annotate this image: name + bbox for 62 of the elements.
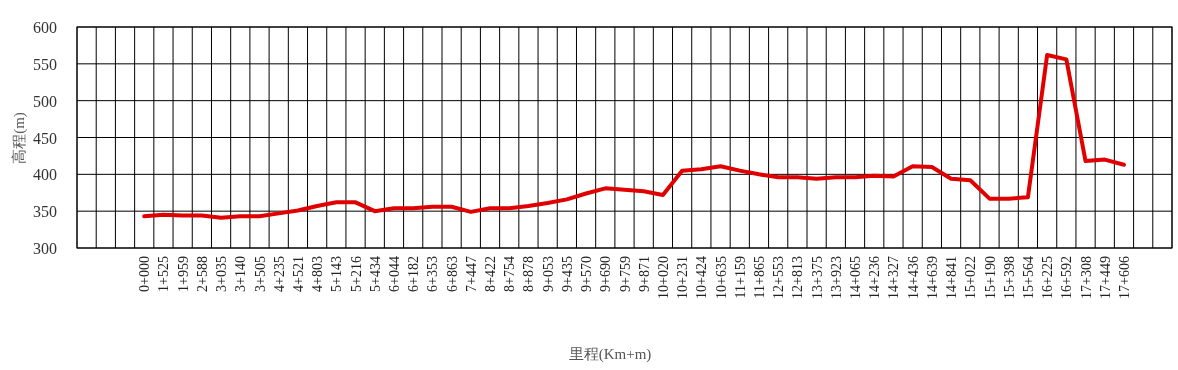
x-tick-label: 15+190 (982, 256, 998, 299)
x-tick-label: 17+308 (1078, 256, 1094, 299)
x-tick-label: 6+863 (444, 256, 460, 292)
x-tick-label: 13+923 (828, 256, 844, 299)
x-tick-label: 0+000 (137, 256, 153, 292)
x-tick-label: 5+216 (348, 256, 364, 292)
x-tick-label: 4+521 (290, 256, 306, 292)
x-tick-label: 3+140 (233, 256, 249, 292)
x-tick-label: 4+803 (310, 256, 326, 292)
x-tick-label: 10+231 (675, 256, 691, 299)
x-tick-label: 14+327 (886, 256, 902, 299)
x-tick-label: 5+143 (329, 256, 345, 292)
x-tick-label: 4+235 (271, 256, 287, 292)
x-tick-label: 8+422 (483, 256, 499, 292)
x-tick-label: 9+759 (617, 256, 633, 292)
x-axis-title: 里程(Km+m) (568, 346, 652, 363)
y-tick-label: 450 (33, 129, 57, 147)
x-tick-label: 3+035 (214, 256, 230, 292)
x-tick-label: 10+635 (713, 256, 729, 299)
x-tick-label: 14+436 (905, 256, 921, 299)
x-tick-label: 6+044 (386, 256, 402, 292)
line-series (142, 52, 1126, 220)
x-tick-label: 14+639 (924, 256, 940, 299)
x-tick-label: 12+553 (771, 256, 787, 299)
x-tick-label: 7+447 (463, 256, 479, 292)
x-tick-label: 1+959 (175, 256, 191, 292)
x-tick-label: 9+871 (636, 256, 652, 292)
x-tick-label: 2+588 (194, 256, 210, 292)
x-tick-label: 16+225 (1040, 256, 1056, 299)
x-tick-label: 9+690 (598, 256, 614, 292)
x-tick-label: 3+505 (252, 256, 268, 292)
y-axis-title: 高程(m) (11, 112, 28, 164)
y-tick-label: 600 (33, 19, 57, 36)
x-tick-label: 12+813 (790, 256, 806, 299)
x-tick-label: 9+435 (559, 256, 575, 292)
x-tick-label: 16+592 (1059, 256, 1075, 299)
x-tick-label: 9+570 (579, 256, 595, 292)
x-tick-label: 17+449 (1097, 256, 1113, 299)
y-tick-label: 300 (33, 240, 57, 257)
x-tick-label: 17+606 (1116, 256, 1132, 299)
x-tick-label: 14+065 (848, 256, 864, 299)
x-tick-label: 6+182 (406, 256, 422, 292)
x-tick-label: 5+434 (367, 256, 383, 292)
x-tick-label: 11+865 (751, 256, 767, 299)
x-tick-label: 10+020 (655, 256, 671, 299)
x-tick-label: 8+878 (521, 256, 537, 292)
y-tick-label: 550 (33, 55, 57, 73)
x-tick-label: 15+398 (1001, 256, 1017, 299)
y-tick-label: 500 (33, 92, 57, 110)
x-tick-label: 8+754 (502, 256, 518, 292)
x-tick-label: 14+841 (944, 256, 960, 299)
x-tick-label: 1+525 (156, 256, 172, 292)
x-tick-label: 14+236 (867, 256, 883, 299)
y-tick-label: 400 (33, 166, 57, 184)
y-tick-label: 350 (33, 203, 57, 221)
x-tick-label: 15+564 (1020, 256, 1036, 299)
x-tick-label: 10+424 (694, 256, 710, 299)
x-tick-label: 6+353 (425, 256, 441, 292)
x-tick-label: 9+053 (540, 256, 556, 292)
x-tick-label: 13+375 (809, 256, 825, 299)
x-tick-label: 11+159 (732, 256, 748, 299)
x-tick-label: 15+022 (963, 256, 979, 299)
